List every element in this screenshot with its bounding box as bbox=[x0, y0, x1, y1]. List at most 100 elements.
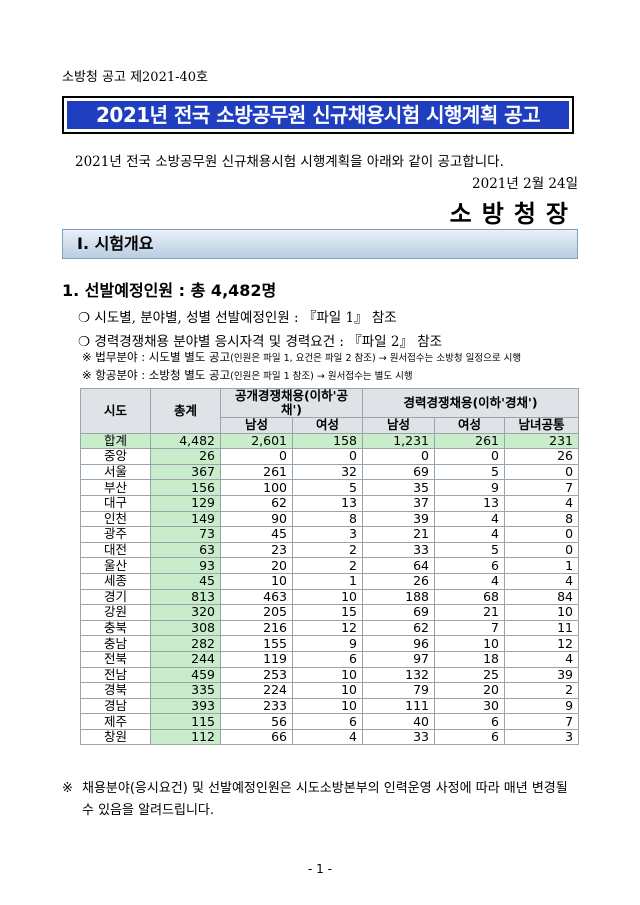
value-cell: 66 bbox=[220, 728, 293, 746]
value-cell: 20 bbox=[220, 557, 293, 574]
note-detail: (인원은 파일 1, 요건은 파일 2 참조) → 원서접수는 소방청 일정으로… bbox=[230, 353, 522, 364]
region-cell: 강원 bbox=[80, 604, 151, 621]
region-cell: 중앙 bbox=[80, 448, 151, 465]
region-cell: 전북 bbox=[80, 650, 151, 668]
value-cell: 10 bbox=[220, 572, 293, 590]
table-row: 창원 112 66 4 33 6 3 bbox=[80, 728, 580, 746]
value-cell: 7 bbox=[434, 619, 505, 637]
footnote: ※ 채용분야(응시요건) 및 선발예정인원은 시도소방본부의 인력운영 사정에 … bbox=[62, 778, 582, 822]
table-body: 합계 4,482 2,601 158 1,231 261 231 중앙 26 0 0 0 0 26 서울 36… bbox=[80, 432, 580, 746]
footnote-text: 채용분야(응시요건) 및 선발예정인원은 시도소방본부의 인력운영 사정에 따라… bbox=[82, 781, 568, 818]
value-cell: 216 bbox=[220, 619, 293, 637]
value-cell: 18 bbox=[434, 650, 505, 668]
notice-date: 2021년 2월 24일 bbox=[472, 176, 578, 192]
value-cell: 4 bbox=[434, 572, 505, 590]
header-open-recruitment: 공개경쟁채용(이하'공채') bbox=[220, 388, 363, 418]
table-row: 부산 156 100 5 35 9 7 bbox=[80, 479, 580, 496]
value-cell: 32 bbox=[292, 463, 363, 481]
value-cell: 62 bbox=[220, 494, 293, 512]
value-cell: 7 bbox=[503, 479, 580, 496]
value-cell: 56 bbox=[220, 713, 293, 730]
value-cell: 33 bbox=[362, 541, 435, 559]
value-cell: 0 bbox=[220, 448, 293, 465]
value-cell: 188 bbox=[362, 588, 435, 606]
value-cell: 13 bbox=[434, 494, 505, 512]
total-cell: 4,482 bbox=[150, 432, 221, 450]
value-cell: 90 bbox=[220, 510, 293, 528]
note-detail: (인원은 파일 1 참조) → 원서접수는 별도 시행 bbox=[230, 371, 413, 382]
footnote-mark: ※ bbox=[62, 781, 73, 796]
header-region: 시도 bbox=[80, 388, 151, 434]
notice-number: 소방청 공고 제2021-40호 bbox=[62, 70, 209, 85]
header-career-both: 남녀공통 bbox=[503, 417, 580, 434]
value-cell: 10 bbox=[434, 635, 505, 652]
header-career-female: 여성 bbox=[434, 417, 505, 434]
table-row: 서울 367 261 32 69 5 0 bbox=[80, 463, 580, 481]
region-cell: 충북 bbox=[80, 619, 151, 637]
region-cell: 경기 bbox=[80, 588, 151, 606]
value-cell: 132 bbox=[362, 666, 435, 684]
total-cell: 45 bbox=[150, 572, 221, 590]
value-cell: 1 bbox=[292, 572, 363, 590]
value-cell: 205 bbox=[220, 604, 293, 621]
region-cell: 전남 bbox=[80, 666, 151, 684]
value-cell: 5 bbox=[292, 479, 363, 496]
value-cell: 33 bbox=[362, 728, 435, 746]
note-item: ※ 법무분야 : 시도별 별도 공고(인원은 파일 1, 요건은 파일 2 참조… bbox=[82, 349, 521, 365]
total-cell: 73 bbox=[150, 526, 221, 543]
value-cell: 84 bbox=[503, 588, 580, 606]
value-cell: 97 bbox=[362, 650, 435, 668]
value-cell: 253 bbox=[220, 666, 293, 684]
note-main: ※ 법무분야 : 시도별 별도 공고 bbox=[82, 350, 231, 364]
value-cell: 23 bbox=[220, 541, 293, 559]
page-title: 2021년 전국 소방공무원 신규채용시험 시행계획 공고 bbox=[67, 101, 569, 129]
table-row: 광주 73 45 3 21 4 0 bbox=[80, 526, 580, 543]
table-row: 대구 129 62 13 37 13 4 bbox=[80, 494, 580, 512]
region-cell: 인천 bbox=[80, 510, 151, 528]
region-cell: 부산 bbox=[80, 479, 151, 496]
value-cell: 12 bbox=[292, 619, 363, 637]
value-cell: 79 bbox=[362, 682, 435, 699]
table-row: 인천 149 90 8 39 4 8 bbox=[80, 510, 580, 528]
value-cell: 0 bbox=[292, 448, 363, 465]
value-cell: 2 bbox=[292, 541, 363, 559]
value-cell: 10 bbox=[503, 604, 580, 621]
total-cell: 112 bbox=[150, 728, 221, 746]
value-cell: 0 bbox=[362, 448, 435, 465]
value-cell: 4 bbox=[503, 572, 580, 590]
value-cell: 231 bbox=[503, 432, 580, 450]
value-cell: 96 bbox=[362, 635, 435, 652]
value-cell: 6 bbox=[434, 557, 505, 574]
bullet-item: ❍ 시도별, 분야별, 성별 선발예정인원 : 『파일 1』 참조 bbox=[78, 310, 397, 326]
value-cell: 2 bbox=[292, 557, 363, 574]
total-cell: 244 bbox=[150, 650, 221, 668]
region-cell: 경남 bbox=[80, 697, 151, 715]
table-row: 강원 320 205 15 69 21 10 bbox=[80, 604, 580, 621]
value-cell: 37 bbox=[362, 494, 435, 512]
value-cell: 6 bbox=[292, 650, 363, 668]
value-cell: 111 bbox=[362, 697, 435, 715]
value-cell: 64 bbox=[362, 557, 435, 574]
table-row: 전남 459 253 10 132 25 39 bbox=[80, 666, 580, 684]
value-cell: 40 bbox=[362, 713, 435, 730]
value-cell: 13 bbox=[292, 494, 363, 512]
header-open-male: 남성 bbox=[220, 417, 293, 434]
value-cell: 224 bbox=[220, 682, 293, 699]
header-career-recruitment: 경력경쟁채용(이하'경채') bbox=[361, 388, 580, 418]
value-cell: 4 bbox=[434, 510, 505, 528]
value-cell: 0 bbox=[503, 463, 580, 481]
region-cell: 대전 bbox=[80, 541, 151, 559]
table-row: 경북 335 224 10 79 20 2 bbox=[80, 682, 580, 699]
region-cell: 경북 bbox=[80, 682, 151, 699]
value-cell: 5 bbox=[434, 463, 505, 481]
total-cell: 26 bbox=[150, 448, 221, 465]
value-cell: 30 bbox=[434, 697, 505, 715]
value-cell: 2 bbox=[503, 682, 580, 699]
region-cell: 창원 bbox=[80, 728, 151, 746]
region-cell: 세종 bbox=[80, 572, 151, 590]
value-cell: 9 bbox=[434, 479, 505, 496]
value-cell: 4 bbox=[503, 650, 580, 668]
region-cell: 울산 bbox=[80, 557, 151, 574]
value-cell: 4 bbox=[292, 728, 363, 746]
total-cell: 115 bbox=[150, 713, 221, 730]
